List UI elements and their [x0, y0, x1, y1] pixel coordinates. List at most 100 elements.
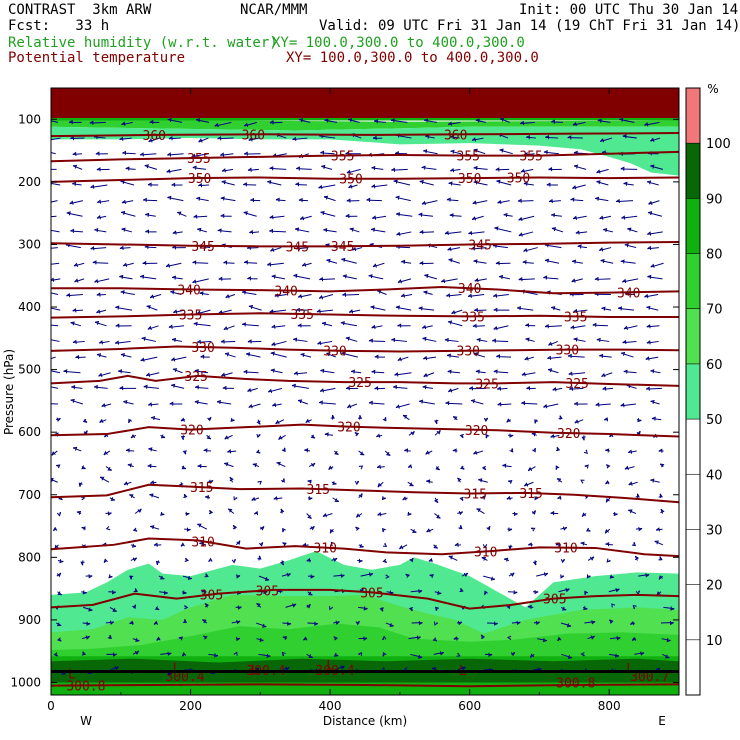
wind-vector — [149, 494, 160, 499]
theta-contour-label: 320 — [337, 421, 360, 436]
wind-arrowhead — [123, 481, 129, 486]
wind-arrowhead — [70, 228, 75, 233]
wind-arrowhead — [70, 321, 75, 326]
wind-arrowhead — [148, 447, 153, 452]
wind-arrowhead — [635, 493, 640, 498]
wind-vector — [419, 231, 434, 234]
wind-arrowhead — [56, 512, 62, 517]
wind-arrowhead — [368, 338, 373, 343]
wind-vector — [424, 274, 438, 280]
wind-arrowhead — [370, 227, 376, 232]
wind-arrowhead — [645, 356, 650, 361]
wind-arrowhead — [580, 541, 585, 546]
theta-contour-360 — [51, 132, 679, 138]
wind-vector — [302, 262, 312, 267]
wind-arrowhead — [56, 464, 61, 469]
wind-arrowhead — [622, 278, 627, 284]
wind-arrowhead — [534, 496, 539, 501]
wind-arrowhead — [572, 215, 577, 220]
wind-vector — [369, 340, 386, 342]
wind-vector — [377, 466, 385, 469]
wind-vector — [472, 325, 485, 327]
wind-arrowhead — [125, 166, 130, 171]
wind-arrowhead — [603, 227, 608, 233]
wind-vector — [298, 119, 311, 123]
wind-arrowhead — [470, 246, 475, 251]
wind-arrowhead — [594, 276, 599, 282]
wind-arrowhead — [191, 153, 196, 158]
wind-arrowhead — [422, 336, 427, 341]
wind-arrowhead — [326, 352, 331, 357]
wind-vector — [422, 325, 433, 329]
wind-arrowhead — [321, 321, 327, 326]
wind-arrowhead — [45, 368, 48, 371]
wind-arrowhead — [513, 590, 518, 595]
wind-arrowhead — [328, 605, 334, 611]
wind-arrowhead — [171, 383, 176, 388]
wind-arrowhead — [96, 215, 101, 220]
wind-arrowhead — [160, 434, 166, 439]
wind-arrowhead — [596, 337, 601, 342]
wind-arrowhead — [647, 274, 652, 279]
wind-arrowhead — [458, 525, 463, 530]
wind-vector — [271, 275, 286, 280]
wind-arrowhead — [548, 166, 553, 172]
wind-vector — [122, 200, 134, 204]
wind-arrowhead — [345, 151, 350, 156]
wind-arrowhead — [171, 357, 176, 362]
wind-vector — [476, 339, 488, 342]
wind-vector — [51, 182, 61, 186]
wind-arrowhead — [532, 561, 538, 566]
wind-arrowhead — [631, 636, 637, 641]
wind-arrowhead — [44, 168, 47, 171]
theta-contour-label: 340 — [177, 283, 200, 298]
wind-arrowhead — [371, 369, 376, 374]
theta-contour-325 — [51, 374, 679, 387]
wind-vector — [323, 196, 336, 202]
wind-arrowhead — [485, 433, 490, 439]
wind-arrowhead — [333, 652, 339, 657]
wind-arrowhead — [557, 495, 562, 500]
wind-arrowhead — [345, 386, 350, 391]
wind-arrowhead — [221, 168, 226, 173]
wind-vector — [321, 322, 333, 327]
wind-vector — [457, 666, 466, 671]
wind-vector — [244, 121, 257, 127]
wind-arrowhead — [182, 590, 187, 595]
wind-arrowhead — [459, 588, 464, 593]
wind-vector — [644, 294, 659, 298]
wind-arrowhead — [129, 575, 134, 580]
wind-arrowhead — [434, 606, 440, 611]
wind-vector — [646, 325, 660, 328]
wind-vector — [573, 165, 587, 170]
wind-arrowhead — [481, 465, 487, 471]
wind-arrowhead — [562, 526, 568, 531]
wind-arrowhead — [285, 666, 290, 671]
wind-arrowhead — [606, 558, 611, 563]
wind-arrowhead — [203, 635, 208, 640]
wind-arrowhead — [233, 496, 238, 501]
wind-vector — [146, 372, 160, 377]
wind-arrowhead — [307, 479, 312, 484]
wind-arrowhead — [599, 138, 605, 143]
wind-arrowhead — [346, 169, 351, 175]
wind-arrowhead — [591, 620, 596, 625]
wind-arrowhead — [43, 337, 46, 340]
wind-arrowhead — [596, 169, 601, 174]
wind-vector — [119, 137, 132, 141]
wind-arrowhead — [480, 495, 485, 500]
wind-arrowhead — [448, 181, 453, 186]
wind-arrowhead — [419, 399, 424, 404]
wind-arrowhead — [41, 290, 44, 293]
wind-vector — [518, 231, 534, 237]
theta-contour-label: 335 — [461, 310, 484, 325]
wind-arrowhead — [595, 196, 600, 201]
wind-vector — [120, 354, 132, 358]
wind-arrowhead — [267, 388, 273, 394]
wind-arrowhead — [474, 278, 479, 283]
x-tick-label: 800 — [598, 699, 621, 713]
wind-arrowhead — [402, 496, 407, 501]
wind-vector — [298, 294, 312, 298]
wind-arrowhead — [472, 200, 477, 205]
wind-vector — [51, 370, 61, 374]
